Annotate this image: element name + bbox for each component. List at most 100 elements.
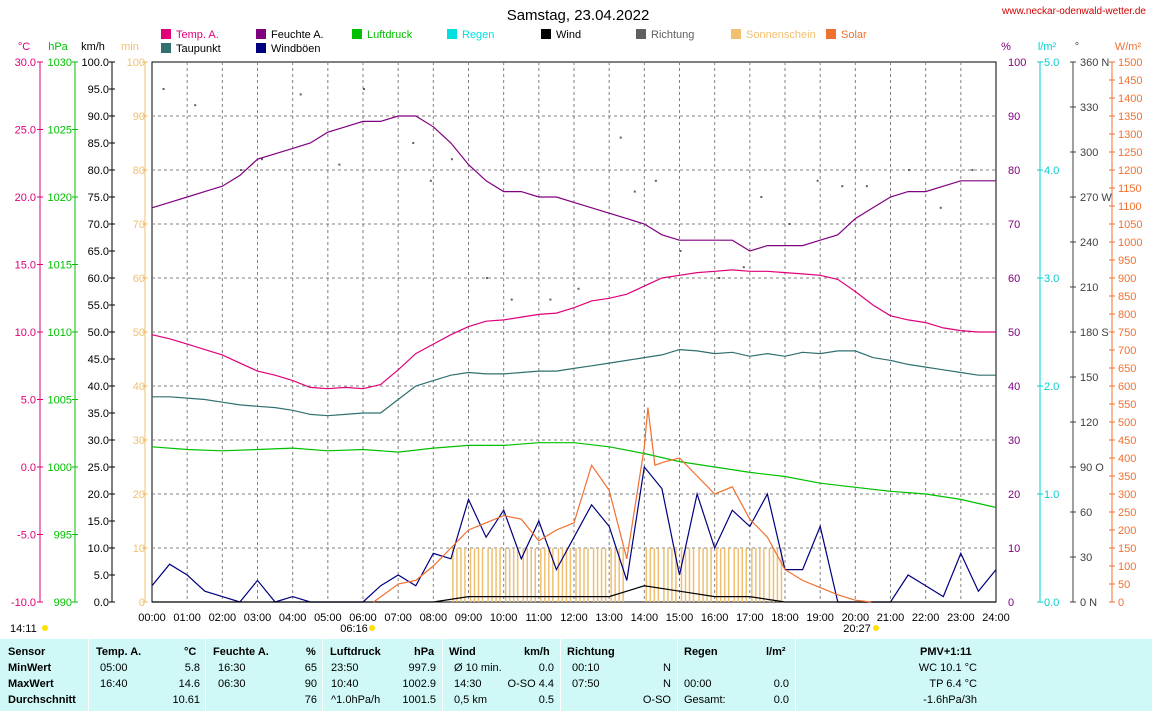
legend-label: Solar <box>841 29 867 41</box>
rain-tick-label: 0.0 <box>1044 597 1059 609</box>
solar-tick-label: 950 <box>1118 255 1136 267</box>
legend-swatch <box>352 29 362 39</box>
rain-unit-label: l/m² <box>1038 41 1057 53</box>
wind-tick-label: 40.0 <box>88 381 109 393</box>
temp-a-series-line <box>151 269 996 390</box>
rain-tick-label: 4.0 <box>1044 165 1059 177</box>
table-cell-temp-val: 5.8 <box>184 662 200 674</box>
header-pmv: PMV+1:11 <box>920 646 972 658</box>
humidity-unit-label: % <box>1001 41 1011 53</box>
table-cell-press-time: 23:50 <box>331 662 359 674</box>
wind-tick-label: 50.0 <box>88 327 109 339</box>
temp-tick-label: 20.0 <box>15 192 36 204</box>
direction-point <box>429 179 432 182</box>
solar-tick-label: 1350 <box>1118 111 1142 123</box>
direction-point <box>760 196 763 198</box>
luftdruck-series-line <box>151 442 997 509</box>
table-cell-rain-time: Gesamt: <box>684 694 726 706</box>
sunset-sun-icon <box>873 625 879 631</box>
sunshine-tick-label: 0 <box>139 597 145 609</box>
header-temp-unit: °C <box>184 646 197 658</box>
solar-tick-label: 1450 <box>1118 75 1142 87</box>
sunrise-label: 06:16 <box>340 623 368 635</box>
x-tick-label: 06:00 <box>349 612 377 624</box>
wind-tick-label: 75.0 <box>88 192 109 204</box>
x-tick-label: 22:00 <box>912 612 940 624</box>
solar-tick-label: 0 <box>1118 597 1124 609</box>
legend-swatch <box>447 29 457 39</box>
rain-tick-label: 1.0 <box>1044 489 1059 501</box>
direction-tick-label: 60 <box>1080 507 1092 519</box>
source-link[interactable]: www.neckar-odenwald-wetter.de <box>1001 6 1146 17</box>
wind-tick-label: 15.0 <box>88 516 109 528</box>
humidity-tick-label: 50 <box>1008 327 1020 339</box>
legend-label: Richtung <box>651 29 694 41</box>
x-tick-label: 13:00 <box>595 612 623 624</box>
x-tick-label: 02:00 <box>209 612 237 624</box>
table-cell-press-time: 10:40 <box>331 678 359 690</box>
table-cell-hum-val: 76 <box>304 694 317 706</box>
temp-tick-label: -5.0 <box>17 530 36 542</box>
table-cell-wind-time: 14:30 <box>454 678 482 690</box>
temp-tick-label: 5.0 <box>21 395 36 407</box>
solar-series-line <box>373 407 872 603</box>
direction-point <box>450 158 453 161</box>
wind-tick-label: 45.0 <box>88 354 109 366</box>
pressure-tick-label: 1010 <box>48 327 72 339</box>
x-tick-label: 18:00 <box>771 612 799 624</box>
pressure-tick-label: 995 <box>54 530 72 542</box>
solar-tick-label: 700 <box>1118 345 1136 357</box>
table-cell-hum-time: 16:30 <box>218 662 246 674</box>
table-cell-rain-time: 00:00 <box>684 678 712 690</box>
direction-point <box>412 142 415 144</box>
solar-tick-label: 1000 <box>1118 237 1142 249</box>
solar-tick-label: 400 <box>1118 453 1136 465</box>
table-cell-dir-time: 07:50 <box>572 678 600 690</box>
legend-label: Sonnenschein <box>746 29 816 41</box>
direction-point <box>633 190 636 193</box>
direction-tick-label: 210 <box>1080 282 1098 294</box>
table-cell-hum-val: 90 <box>304 678 317 690</box>
legend-swatch <box>541 29 551 39</box>
sunshine-tick-label: 20 <box>133 489 145 501</box>
humidity-tick-label: 40 <box>1008 381 1020 393</box>
legend-label: Luftdruck <box>367 29 413 41</box>
taupunkt-series-line <box>152 348 996 417</box>
legend-label: Taupunkt <box>176 43 221 55</box>
sunshine-tick-label: 80 <box>133 165 145 177</box>
x-tick-label: 20:00 <box>842 612 870 624</box>
pressure-tick-label: 990 <box>54 597 72 609</box>
direction-point <box>841 185 844 188</box>
temp-unit-label: °C <box>18 41 30 53</box>
table-cell-temp-val: 14.6 <box>178 678 200 690</box>
table-cell-temp-time: 16:40 <box>100 678 128 690</box>
sunshine-tick-label: 30 <box>133 435 145 447</box>
solar-tick-label: 150 <box>1118 543 1136 555</box>
wind-tick-label: 60.0 <box>88 273 109 285</box>
wind-tick-label: 25.0 <box>88 462 109 474</box>
solar-tick-label: 900 <box>1118 273 1136 285</box>
header-sensor: Sensor <box>8 646 46 658</box>
legend-label: Windböen <box>271 43 321 55</box>
header-humidity-unit: % <box>306 646 316 658</box>
feuchte-a-series-line <box>151 115 996 252</box>
temp-tick-label: 10.0 <box>15 327 36 339</box>
x-tick-label: 19:00 <box>806 612 834 624</box>
solar-tick-label: 350 <box>1118 471 1136 483</box>
humidity-tick-label: 70 <box>1008 219 1020 231</box>
x-tick-label: 05:00 <box>314 612 342 624</box>
humidity-tick-label: 60 <box>1008 273 1020 285</box>
statistics-table: Sensor Temp. A. °C Feuchte A. % Luftdruc… <box>0 639 1152 711</box>
header-humidity: Feuchte A. <box>213 646 269 658</box>
header-pressure-unit: hPa <box>414 646 435 658</box>
direction-tick-label: 360 N <box>1080 57 1109 69</box>
legend-swatch <box>826 29 836 39</box>
humidity-tick-label: 30 <box>1008 435 1020 447</box>
direction-tick-label: 240 <box>1080 237 1098 249</box>
x-tick-label: 03:00 <box>244 612 272 624</box>
direction-point <box>363 88 365 90</box>
humidity-tick-label: 0 <box>1008 597 1014 609</box>
chart-title: Samstag, 23.04.2022 <box>507 7 650 24</box>
table-cell-dir-time: 00:10 <box>572 662 600 674</box>
pressure-tick-label: 1005 <box>48 395 72 407</box>
